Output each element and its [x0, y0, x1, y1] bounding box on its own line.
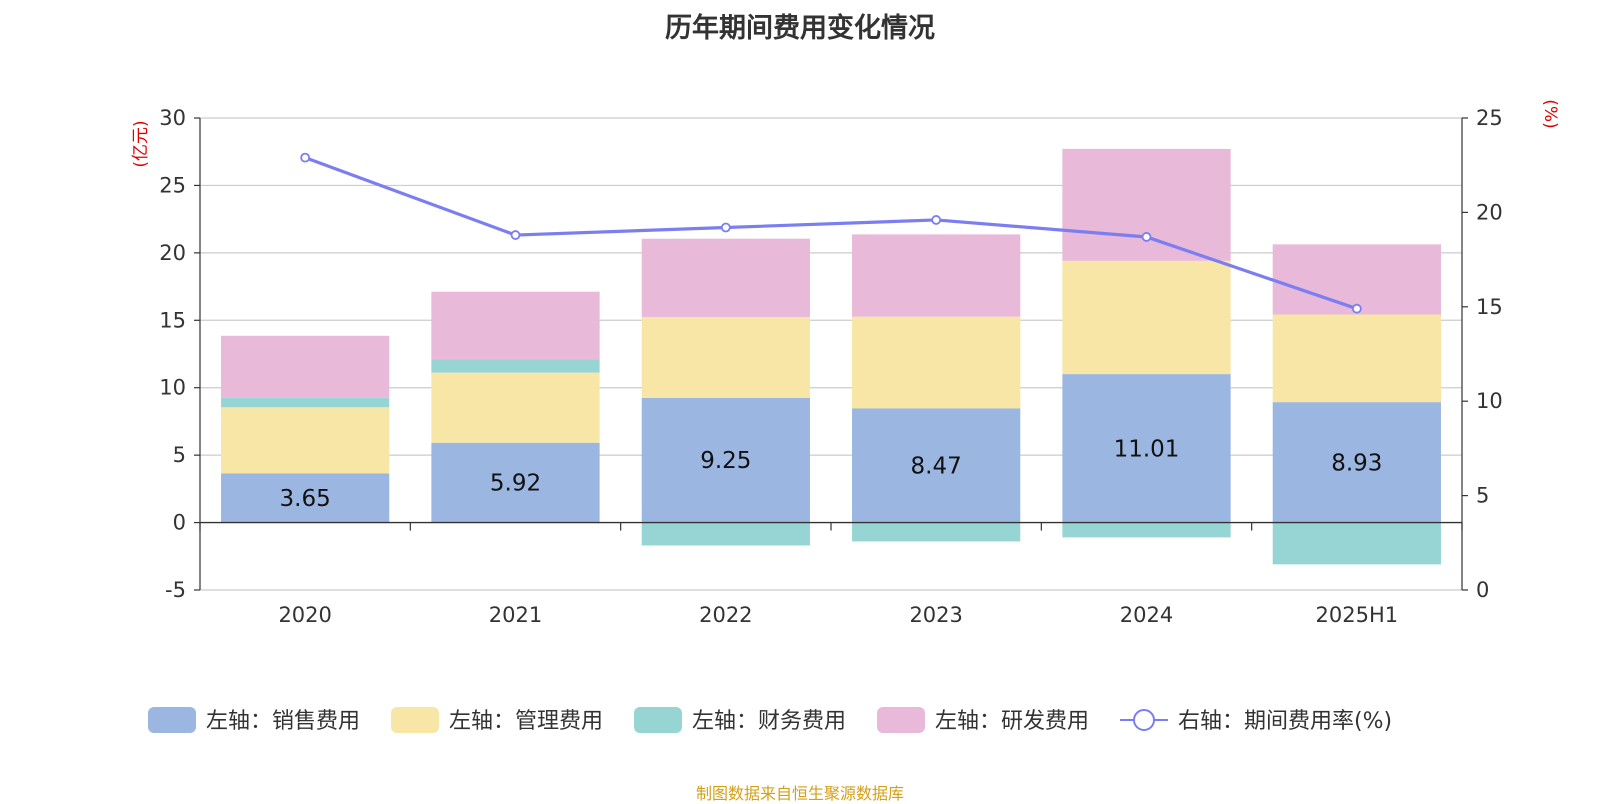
bar-segment: [852, 234, 1021, 317]
right-axis-unit: (%): [1540, 99, 1560, 128]
bar-segment: [1272, 402, 1441, 523]
axes: -5 0 5 10 15 20 25 30 0 5 10 15 20 25 (亿元) (%) 2020 2021 2…: [131, 99, 1560, 627]
bar-segment: [1272, 314, 1441, 403]
left-tick-label: 10: [159, 376, 186, 400]
rate-point: [1141, 232, 1152, 242]
bar-segment: [221, 397, 390, 408]
rate-point: [300, 152, 311, 163]
bar-segment: [641, 397, 810, 523]
x-tick-label: 2023: [909, 603, 962, 627]
bar-segment: [431, 291, 600, 360]
left-tick-label: -5: [165, 578, 186, 602]
bar-value-label: 11.01: [1114, 436, 1180, 462]
left-tick-label: 15: [159, 308, 186, 332]
rate-point: [931, 215, 942, 225]
bar-segment: [221, 473, 390, 523]
rate-line: [300, 152, 1362, 314]
legend-swatch: [634, 707, 682, 733]
bar-segment: [431, 442, 600, 523]
bar-value-label: 8.47: [911, 453, 962, 479]
right-tick-label: 5: [1476, 484, 1489, 508]
x-tick-label: 2025H1: [1316, 603, 1399, 627]
bar-segment: [221, 335, 390, 398]
x-tick-label: 2024: [1120, 603, 1173, 627]
bar-value-label: 9.25: [700, 448, 751, 474]
legend-marker: [1133, 709, 1155, 731]
legend-label: 左轴：研发费用: [935, 709, 1089, 734]
rate-line-path: [304, 156, 1358, 311]
rate-point: [510, 230, 521, 240]
grid-lines: [200, 117, 1462, 591]
bar-segment: [1272, 244, 1441, 315]
right-tick-label: 20: [1476, 200, 1503, 224]
legend-swatch: [148, 707, 196, 733]
legend-label: 右轴：期间费用率(%): [1178, 709, 1392, 734]
chart-title: 历年期间费用变化情况: [665, 13, 935, 44]
bar-segment: [1272, 522, 1441, 565]
legend-swatch: [391, 707, 439, 733]
legend-label: 左轴：管理费用: [449, 709, 603, 734]
bar-segment: [1062, 374, 1231, 523]
bar-segment: [431, 359, 600, 373]
left-tick-label: 0: [173, 511, 186, 535]
x-tick-label: 2020: [278, 603, 331, 627]
bar-segment: [1062, 260, 1231, 375]
right-tick-label: 25: [1476, 106, 1503, 130]
right-tick-label: 15: [1476, 295, 1503, 319]
left-tick-label: 5: [173, 443, 186, 467]
bar-segment: [641, 316, 810, 398]
x-tick-label: 2021: [489, 603, 542, 627]
bar-segment: [852, 408, 1021, 523]
legend-swatch: [877, 707, 925, 733]
left-tick-label: 30: [159, 106, 186, 130]
bar-segment: [431, 372, 600, 443]
rate-point: [1351, 303, 1362, 314]
bars: [221, 148, 1441, 565]
left-axis-unit: (亿元): [131, 120, 151, 167]
left-tick-label: 25: [159, 173, 186, 197]
bar-value-label: 3.65: [280, 486, 331, 512]
left-tick-label: 20: [159, 241, 186, 265]
right-tick-label: 0: [1476, 578, 1489, 602]
bar-segment: [1062, 148, 1231, 261]
legend-label: 左轴：财务费用: [692, 709, 846, 734]
data-labels: 3.65 5.92 9.25 8.47 11.01 8.93: [280, 436, 1383, 512]
legend-label: 左轴：销售费用: [206, 709, 360, 734]
bar-value-label: 5.92: [490, 471, 541, 497]
source-note: 制图数据来自恒生聚源数据库: [695, 784, 904, 803]
bar-segment: [641, 522, 810, 546]
bar-segment: [1062, 522, 1231, 538]
bar-segment: [641, 238, 810, 317]
bar-segment: [852, 316, 1021, 409]
right-tick-label: 10: [1476, 389, 1503, 413]
legend: 左轴：销售费用 左轴：管理费用 左轴：财务费用 左轴：研发费用 右轴：期间费用率(%): [148, 707, 1392, 734]
bar-segment: [221, 407, 390, 474]
bar-value-label: 8.93: [1331, 450, 1382, 476]
rate-point: [720, 222, 731, 233]
bar-segment: [852, 522, 1021, 542]
x-tick-label: 2022: [699, 603, 752, 627]
